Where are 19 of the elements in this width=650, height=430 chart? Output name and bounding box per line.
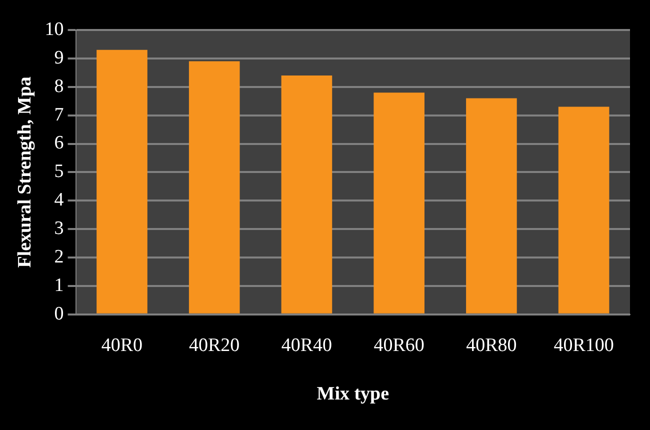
y-tick-label: 4 bbox=[54, 190, 64, 211]
y-tick-label: 9 bbox=[54, 47, 64, 68]
x-tick-label: 40R80 bbox=[466, 334, 517, 356]
x-axis-title: Mix type bbox=[316, 384, 390, 405]
y-axis-title: Flexural Strength, Mpa bbox=[14, 76, 36, 268]
y-tick-label: 6 bbox=[54, 132, 64, 154]
y-tick-label: 3 bbox=[54, 218, 64, 240]
x-tick-label: 40R40 bbox=[281, 334, 332, 356]
x-tick-label: 40R20 bbox=[189, 334, 240, 356]
x-tick-label: 40R60 bbox=[374, 334, 424, 356]
y-tick-label: 0 bbox=[54, 303, 64, 324]
y-tick-label: 10 bbox=[44, 18, 64, 40]
y-tick-label: 7 bbox=[54, 104, 64, 126]
y-tick-label: 2 bbox=[54, 246, 64, 268]
x-tick-label: 40R100 bbox=[554, 334, 614, 356]
y-tick-label: 1 bbox=[54, 274, 64, 296]
y-tick-label: 5 bbox=[54, 161, 64, 182]
x-tick-label: 40R0 bbox=[101, 334, 143, 356]
y-tick-label: 8 bbox=[54, 76, 64, 97]
